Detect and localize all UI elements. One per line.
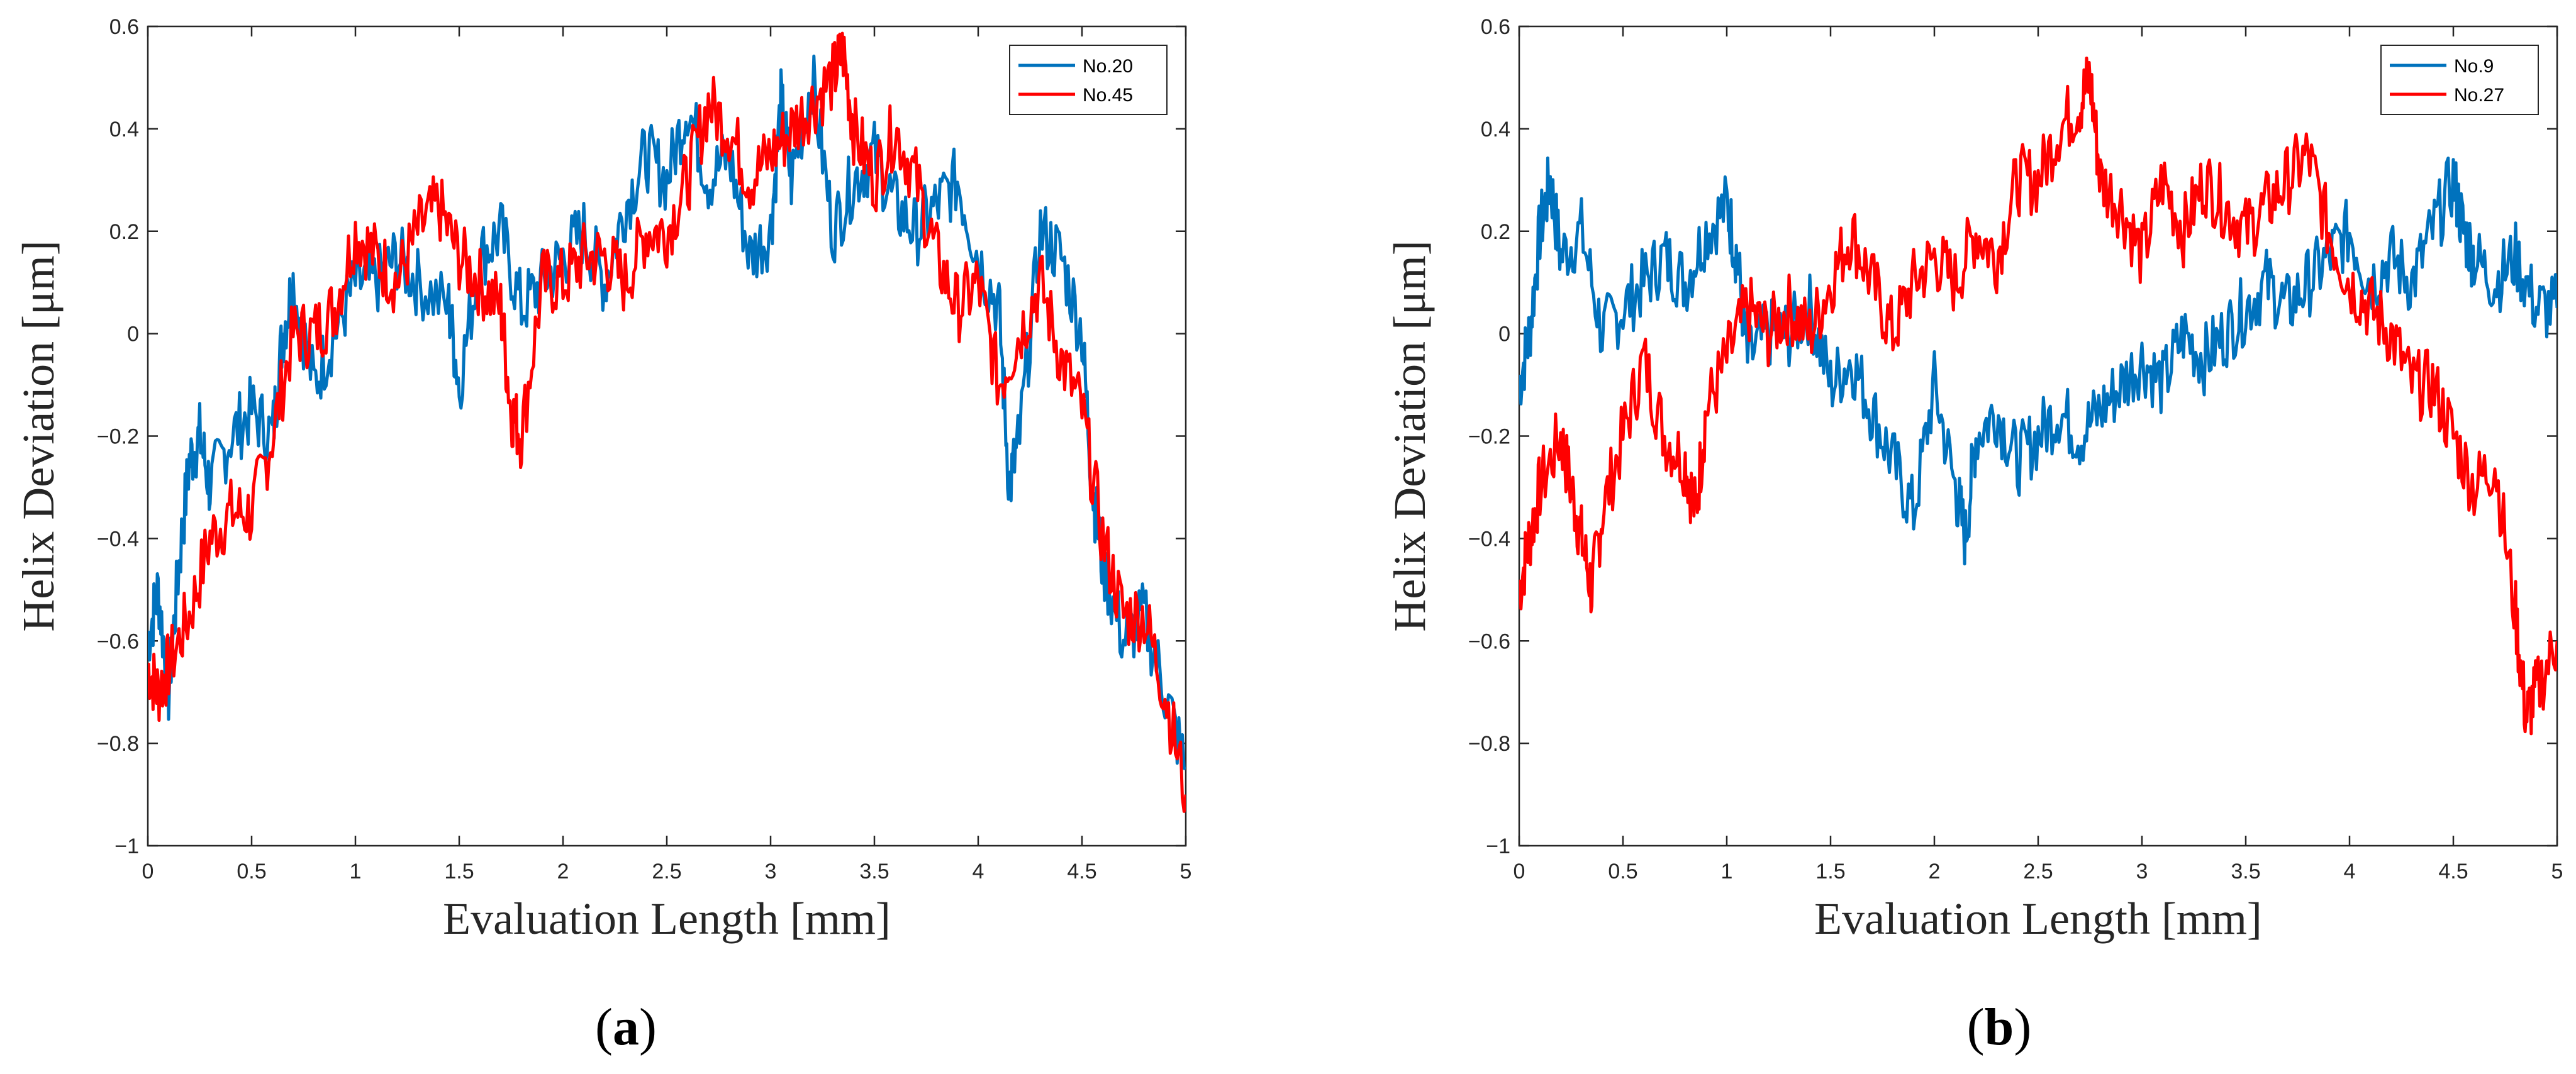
legend: No.9 No.27 — [2380, 45, 2539, 115]
legend-label: No.45 — [1083, 85, 1133, 106]
y-tick-label: −0.6 — [97, 629, 139, 653]
x-tick-label: 0.5 — [1608, 860, 1637, 883]
y-tick-label: 0 — [127, 323, 139, 346]
x-tick-label: 0.5 — [237, 860, 266, 883]
y-tick-label: 0.4 — [1481, 118, 1510, 141]
x-tick-label: 4.5 — [1067, 860, 1096, 883]
x-tick-label: 5 — [1180, 860, 1192, 883]
x-tick-label: 3.5 — [2231, 860, 2260, 883]
x-tick-label: 2.5 — [2023, 860, 2053, 883]
y-tick-label: −0.8 — [1468, 732, 1510, 756]
x-tick-label: 2 — [1929, 860, 1941, 883]
chart-panel-b: 0 0.5 1 1.5 2 2.5 3 3.5 4 4.5 5 −1 −0.8 −0.6 −0.4 −0.2 0… — [1385, 15, 2563, 944]
y-tick-label: −1 — [1486, 834, 1510, 858]
y-tick-label: 0.2 — [109, 220, 139, 244]
y-tick-label: −0.4 — [1468, 527, 1510, 551]
chart-panel-a: 0 0.5 1 1.5 2 2.5 3 3.5 4 4.5 5 −1 −0.8 −0.6 −0.4 −0.2 0… — [13, 15, 1191, 944]
x-tick-label: 4 — [2344, 860, 2356, 883]
x-tick-label: 2.5 — [652, 860, 681, 883]
x-tick-label: 3 — [2136, 860, 2148, 883]
x-tick-label: 1.5 — [1815, 860, 1845, 883]
x-axis-label: Evaluation Length [mm] — [443, 894, 891, 944]
x-tick-label: 4 — [973, 860, 984, 883]
y-tick-label: 0 — [1498, 323, 1510, 346]
x-tick-label: 3 — [765, 860, 777, 883]
legend-label: No.9 — [2454, 56, 2494, 77]
x-tick-label: 4.5 — [2438, 860, 2468, 883]
x-tick-label: 1 — [1721, 860, 1733, 883]
panel-b-letter: b — [1984, 998, 2014, 1056]
x-tick-label: 1 — [350, 860, 362, 883]
legend-label: No.20 — [1083, 56, 1133, 77]
y-axis-label: Helix Deviation [μm] — [13, 240, 64, 631]
plot-area — [147, 25, 1187, 847]
panel-a-letter: a — [613, 998, 639, 1056]
legend-box — [2380, 45, 2539, 115]
x-axis-label: Evaluation Length [mm] — [1814, 894, 2262, 944]
x-tick-label: 0 — [1514, 860, 1525, 883]
legend-box — [1009, 45, 1168, 115]
x-tick-label: 2 — [557, 860, 569, 883]
y-tick-label: −0.2 — [1468, 425, 1510, 449]
x-tick-label: 1.5 — [444, 860, 474, 883]
series-line-no45 — [148, 31, 1186, 813]
panel-b-caption: (b) — [1966, 998, 2032, 1056]
series-line-no27 — [1519, 57, 2557, 736]
legend-label: No.27 — [2454, 85, 2504, 106]
y-tick-label: −0.6 — [1468, 629, 1510, 653]
y-tick-label: −0.4 — [97, 527, 139, 551]
x-tick-label: 3.5 — [859, 860, 889, 883]
y-tick-label: 0.2 — [1481, 220, 1510, 244]
series-line-no9 — [1519, 156, 2557, 566]
y-tick-label: 0.6 — [109, 15, 139, 39]
y-axis-label: Helix Deviation [μm] — [1385, 240, 1435, 631]
y-tick-label: 0.6 — [1481, 15, 1510, 39]
legend: No.20 No.45 — [1009, 45, 1168, 115]
x-tick-label: 0 — [142, 860, 154, 883]
y-tick-label: 0.4 — [109, 118, 139, 141]
y-tick-label: −0.2 — [97, 425, 139, 449]
x-tick-label: 5 — [2551, 860, 2563, 883]
panel-a-caption: (a) — [595, 998, 657, 1056]
y-tick-label: −0.8 — [97, 732, 139, 756]
y-tick-label: −1 — [114, 834, 139, 858]
